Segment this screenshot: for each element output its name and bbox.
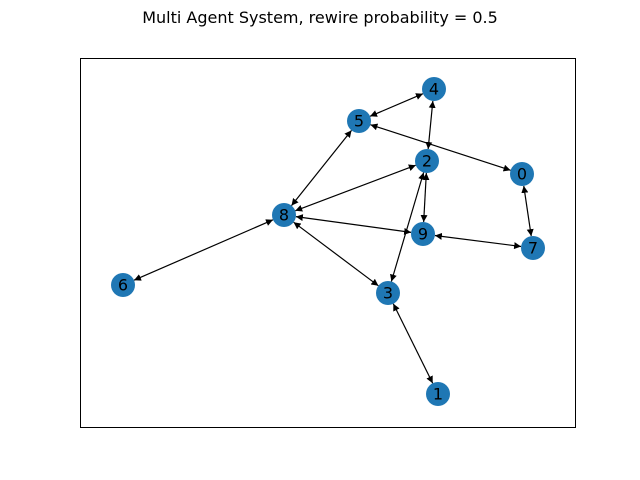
node-2: 2 [415,149,439,173]
edge-5-8 [291,130,352,206]
edge-4-5 [369,93,424,117]
nodes-layer: 0 1 2 3 4 5 6 7 8 9 [111,77,545,406]
edge-8-3 [293,221,379,287]
node-1: 1 [426,382,450,406]
node-6: 6 [111,273,135,297]
node-circle [376,281,400,305]
node-label: 1 [433,385,443,404]
node-label: 7 [528,239,538,258]
node-label: 2 [422,152,432,171]
plot-frame [80,58,576,428]
node-circle [347,109,371,133]
node-label: 0 [517,165,527,184]
edge-8-9 [295,214,412,235]
edge-4-2 [425,100,436,150]
node-circle [272,203,296,227]
node-circle [510,162,534,186]
edge-5-0 [370,123,511,172]
edge-2-8 [295,164,416,212]
node-5: 5 [347,109,371,133]
node-label: 5 [354,112,364,131]
node-circle [426,382,450,406]
node-0: 0 [510,162,534,186]
node-label: 4 [429,80,439,99]
node-circle [411,222,435,246]
edge-3-1 [392,303,434,384]
node-circle [415,149,439,173]
node-circle [521,236,545,260]
node-circle [111,273,135,297]
node-4: 4 [422,77,446,101]
figure-title: Multi Agent System, rewire probability =… [142,8,498,27]
edge-8-6 [133,219,274,281]
node-8: 8 [272,203,296,227]
edges-layer [133,93,534,384]
edge-9-7 [434,232,522,250]
node-9: 9 [411,222,435,246]
node-label: 9 [418,225,428,244]
node-label: 3 [383,284,393,303]
edge-2-9 [420,172,430,223]
node-label: 6 [118,276,128,295]
edge-0-7 [521,185,534,237]
node-label: 8 [279,206,289,225]
node-7: 7 [521,236,545,260]
node-3: 3 [376,281,400,305]
node-circle [422,77,446,101]
